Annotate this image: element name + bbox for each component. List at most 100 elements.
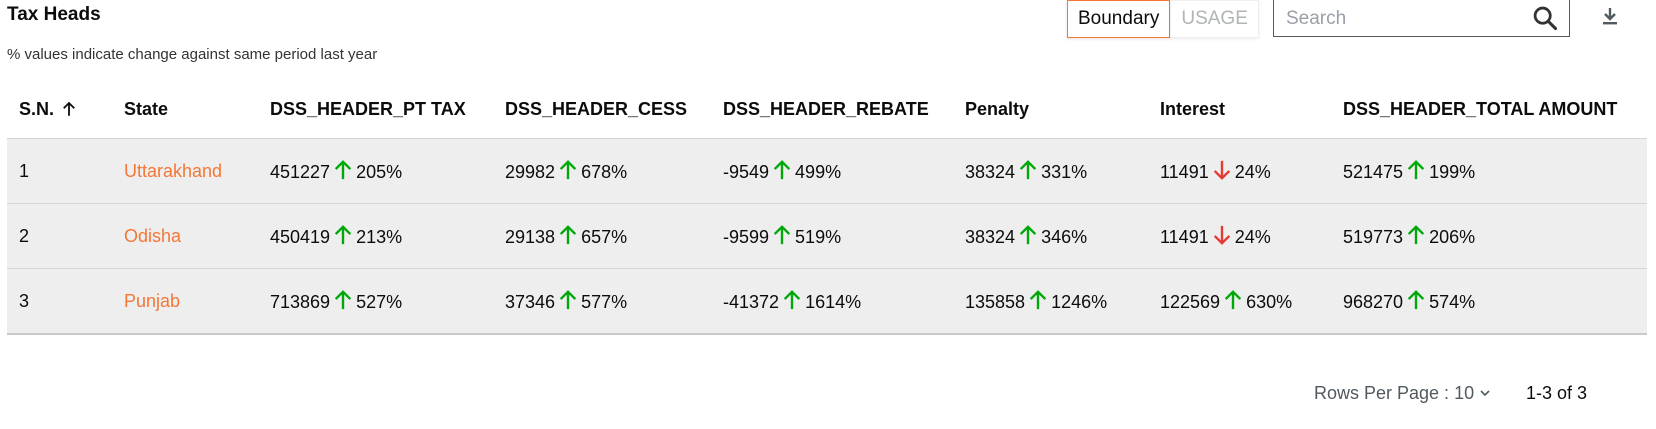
column-header[interactable]: Interest bbox=[1148, 80, 1331, 139]
tax-heads-table: S.N. State DSS_HEADER_PT TAX DSS_HEADER_CES… bbox=[7, 80, 1647, 335]
arrow-up-icon bbox=[334, 290, 352, 310]
total-cell: 519773 206% bbox=[1331, 203, 1647, 269]
arrow-up-icon bbox=[1029, 290, 1047, 310]
arrow-up-icon bbox=[1224, 290, 1242, 310]
pagination-range: 1-3 of 3 bbox=[1526, 383, 1588, 403]
metric-value: 450419 bbox=[270, 227, 331, 247]
metric-percent: 205% bbox=[356, 162, 403, 182]
arrow-up-icon bbox=[559, 225, 577, 245]
sn-cell: 2 bbox=[7, 203, 112, 269]
arrow-up-icon bbox=[783, 290, 801, 310]
state-link[interactable]: Odisha bbox=[124, 225, 182, 246]
metric-percent: 331% bbox=[1041, 162, 1088, 182]
metric-percent: 1614% bbox=[805, 292, 862, 312]
arrow-up-icon bbox=[773, 160, 791, 180]
metric-percent: 630% bbox=[1246, 292, 1293, 312]
metric-value: 29982 bbox=[505, 162, 556, 182]
metric-percent: 519% bbox=[795, 227, 842, 247]
page-title: Tax Heads bbox=[7, 4, 101, 25]
metric-percent: 24% bbox=[1234, 227, 1271, 247]
state-cell: Uttarakhand bbox=[112, 138, 258, 204]
column-header-label: S.N. bbox=[19, 98, 55, 119]
sort-arrow-up-icon[interactable] bbox=[60, 100, 78, 118]
penalty-cell: 38324 331% bbox=[953, 138, 1148, 204]
table-row: 3 Punjab 713869 527% 37346 577% -41372 1614% 135… bbox=[7, 268, 1647, 335]
pt-tax-cell: 713869 527% bbox=[258, 268, 493, 335]
interest-cell: 122569 630% bbox=[1148, 268, 1331, 335]
boundary-usage-toggle: Boundary USAGE bbox=[1067, 0, 1259, 38]
interest-cell: 11491 24% bbox=[1148, 138, 1331, 204]
column-header[interactable]: S.N. bbox=[7, 80, 112, 139]
download-icon[interactable] bbox=[1598, 4, 1622, 28]
arrow-up-icon bbox=[1019, 160, 1037, 180]
total-cell: 968270 574% bbox=[1331, 268, 1647, 335]
arrow-up-icon bbox=[1407, 225, 1425, 245]
arrow-down-icon bbox=[1213, 225, 1230, 245]
rows-per-page-select[interactable]: Rows Per Page : 10 bbox=[1314, 383, 1491, 404]
metric-value: 451227 bbox=[270, 162, 331, 182]
table-row: 1 Uttarakhand 451227 205% 29982 678% -9549 499%… bbox=[7, 138, 1647, 204]
sn-cell: 1 bbox=[7, 138, 112, 204]
metric-value: -9599 bbox=[723, 227, 770, 247]
cess-cell: 29138 657% bbox=[493, 203, 711, 269]
rebate-cell: -41372 1614% bbox=[711, 268, 953, 335]
metric-value: 11491 bbox=[1160, 162, 1209, 182]
interest-cell: 11491 24% bbox=[1148, 203, 1331, 269]
arrow-up-icon bbox=[559, 290, 577, 310]
penalty-cell: 135858 1246% bbox=[953, 268, 1148, 335]
metric-value: 713869 bbox=[270, 292, 331, 312]
search-icon[interactable] bbox=[1531, 4, 1559, 32]
table-header-row: S.N. State DSS_HEADER_PT TAX DSS_HEADER_CES… bbox=[7, 80, 1647, 139]
cess-cell: 29982 678% bbox=[493, 138, 711, 204]
metric-percent: 1246% bbox=[1051, 292, 1108, 312]
cess-cell: 37346 577% bbox=[493, 268, 711, 335]
column-header-label: DSS_HEADER_PT TAX bbox=[270, 98, 466, 119]
metric-value: -9549 bbox=[723, 162, 770, 182]
metric-value: 37346 bbox=[505, 292, 556, 312]
search-input[interactable] bbox=[1284, 3, 1518, 35]
rows-per-page-label: Rows Per Page : bbox=[1314, 383, 1450, 403]
column-header-label: State bbox=[124, 98, 169, 119]
metric-value: 519773 bbox=[1343, 227, 1404, 247]
state-link[interactable]: Uttarakhand bbox=[124, 160, 223, 181]
column-header[interactable]: Penalty bbox=[953, 80, 1148, 139]
state-link[interactable]: Punjab bbox=[124, 290, 181, 311]
metric-value: 38324 bbox=[965, 162, 1016, 182]
metric-percent: 213% bbox=[356, 227, 403, 247]
arrow-up-icon bbox=[559, 160, 577, 180]
chevron-down-icon bbox=[1480, 390, 1490, 397]
column-header[interactable]: DSS_HEADER_PT TAX bbox=[258, 80, 493, 139]
state-cell: Punjab bbox=[112, 268, 258, 335]
penalty-cell: 38324 346% bbox=[953, 203, 1148, 269]
usage-toggle-button[interactable]: USAGE bbox=[1170, 0, 1259, 38]
metric-percent: 24% bbox=[1234, 162, 1271, 182]
metric-percent: 346% bbox=[1041, 227, 1088, 247]
column-header[interactable]: DSS_HEADER_REBATE bbox=[711, 80, 953, 139]
arrow-up-icon bbox=[334, 225, 352, 245]
rebate-cell: -9599 519% bbox=[711, 203, 953, 269]
arrow-up-icon bbox=[773, 225, 791, 245]
metric-percent: 499% bbox=[795, 162, 842, 182]
rows-per-page-value: 10 bbox=[1454, 383, 1475, 403]
boundary-toggle-button[interactable]: Boundary bbox=[1067, 0, 1171, 38]
sn-cell: 3 bbox=[7, 268, 112, 335]
column-header[interactable]: DSS_HEADER_TOTAL AMOUNT bbox=[1331, 80, 1647, 139]
metric-value: 135858 bbox=[965, 292, 1026, 312]
metric-value: 968270 bbox=[1343, 292, 1404, 312]
metric-percent: 577% bbox=[581, 292, 628, 312]
total-cell: 521475 199% bbox=[1331, 138, 1647, 204]
column-header[interactable]: DSS_HEADER_CESS bbox=[493, 80, 711, 139]
pt-tax-cell: 450419 213% bbox=[258, 203, 493, 269]
column-header-label: Interest bbox=[1160, 98, 1226, 119]
metric-value: 11491 bbox=[1160, 227, 1209, 247]
arrow-down-icon bbox=[1213, 160, 1230, 180]
metric-percent: 657% bbox=[581, 227, 628, 247]
metric-value: 122569 bbox=[1160, 292, 1221, 312]
metric-percent: 527% bbox=[356, 292, 403, 312]
metric-percent: 678% bbox=[581, 162, 628, 182]
column-header-label: DSS_HEADER_REBATE bbox=[723, 98, 929, 119]
column-header[interactable]: State bbox=[112, 80, 258, 139]
metric-percent: 574% bbox=[1429, 292, 1476, 312]
metric-value: 38324 bbox=[965, 227, 1016, 247]
metric-value: -41372 bbox=[723, 292, 780, 312]
